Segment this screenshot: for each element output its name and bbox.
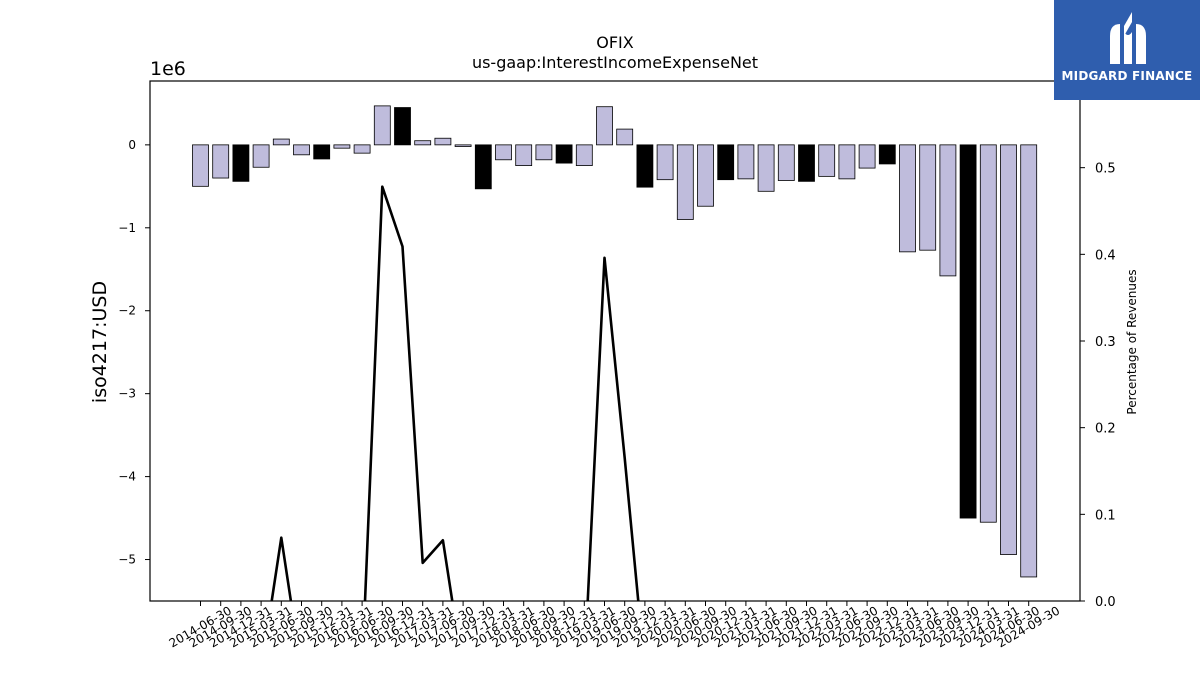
y-axis-label: iso4217:USD [89, 281, 111, 403]
line-group [270, 185, 640, 601]
bar [737, 144, 755, 180]
bar [454, 144, 472, 147]
y2-axis-label: Percentage of Revenues [1125, 269, 1139, 414]
company-logo: MIDGARD FINANCE [1054, 0, 1200, 100]
bar [959, 144, 977, 519]
bar [252, 144, 270, 168]
y2-tick-label: 0.5 [1095, 162, 1116, 177]
bar [414, 140, 432, 146]
chart-subtitle: us-gaap:InterestIncomeExpenseNet [472, 53, 758, 72]
bar [676, 144, 694, 220]
bar [394, 107, 411, 146]
bar [697, 144, 714, 207]
bar [474, 144, 492, 190]
bar [1020, 144, 1038, 578]
bar [858, 144, 876, 169]
y-tick-label: −3 [118, 387, 136, 401]
bar [575, 144, 593, 166]
y2-tick-label: 0.0 [1095, 595, 1116, 610]
bar [535, 144, 553, 161]
bars-group [192, 105, 1038, 578]
bar [656, 144, 674, 181]
y2-tick-label: 0.4 [1095, 248, 1116, 263]
y2-tick-label: 0.2 [1095, 422, 1116, 437]
series-line [270, 185, 640, 601]
bar [555, 144, 573, 164]
bar [979, 144, 997, 523]
bar [515, 144, 533, 166]
bar [373, 105, 391, 146]
y2-tick-label: 0.3 [1095, 335, 1116, 350]
y-tick-label: −4 [118, 470, 136, 484]
logo-text: MIDGARD FINANCE [1061, 69, 1193, 83]
bar [293, 144, 310, 156]
y-tick-label: 0 [128, 138, 136, 152]
y-offset-label: 1e6 [150, 58, 186, 80]
bar [272, 138, 290, 146]
bar [434, 137, 452, 146]
bar [717, 144, 735, 181]
bar [798, 144, 815, 182]
bar [1000, 144, 1017, 555]
logo-mark-icon [1110, 12, 1146, 64]
bar [878, 144, 896, 165]
axes-group: 0−1−2−3−4−50.00.10.20.30.40.50.62014-06-… [118, 75, 1115, 650]
bar [353, 144, 371, 154]
bar [899, 144, 916, 253]
chart-title: OFIX [596, 33, 634, 52]
y2-tick-label: 0.1 [1095, 508, 1116, 523]
bar [939, 144, 957, 277]
y-tick-label: −5 [118, 553, 136, 567]
bar [232, 144, 250, 182]
bar [777, 144, 795, 181]
bar [333, 144, 351, 149]
y-tick-label: −2 [118, 304, 136, 318]
bar [616, 128, 634, 146]
y-tick-label: −1 [118, 221, 136, 235]
bar [636, 144, 654, 188]
bar [919, 144, 937, 251]
bar [757, 144, 775, 192]
bar [495, 144, 512, 161]
bar [838, 144, 856, 180]
bar [313, 144, 331, 160]
bar [212, 144, 230, 179]
bar [192, 144, 209, 187]
bar [596, 106, 613, 146]
bar [818, 144, 836, 177]
